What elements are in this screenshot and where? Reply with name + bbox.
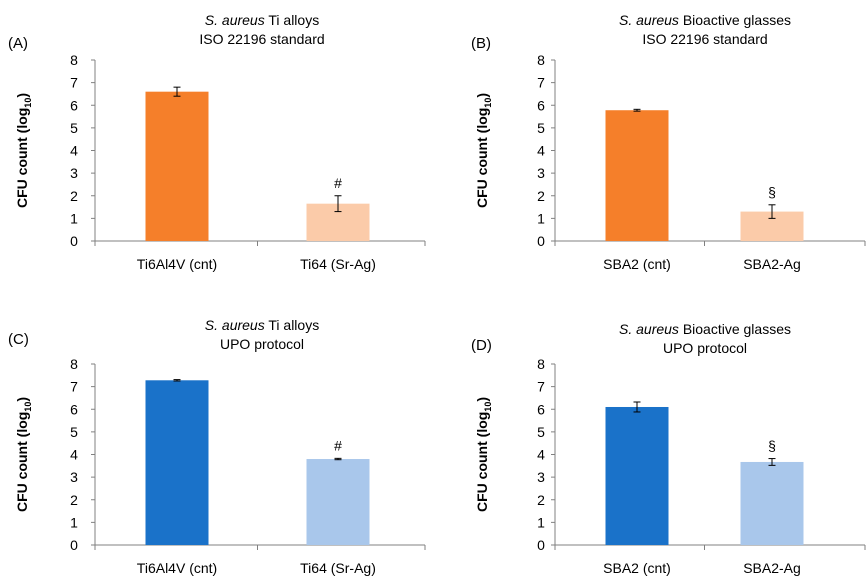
x-tick-label: SBA2 (cnt) (603, 256, 671, 272)
y-tick-label: 6 (70, 401, 78, 417)
x-tick-label: SBA2-Ag (743, 256, 801, 272)
y-tick-label: 3 (70, 165, 78, 181)
x-tick-label: SBA2 (cnt) (603, 560, 671, 576)
chart-subtitle: UPO protocol (663, 340, 747, 356)
error-bar-2 (334, 195, 342, 213)
y-tick-label: 5 (537, 424, 545, 440)
y-tick-label: 5 (70, 120, 78, 136)
y-tick-label: 0 (537, 233, 545, 249)
y-tick-label: 8 (70, 356, 78, 372)
y-tick-label: 4 (70, 447, 78, 463)
y-tick-label: 2 (537, 188, 545, 204)
y-tick-label: 1 (70, 514, 78, 530)
bar-2 (306, 459, 370, 545)
panel-label: (D) (471, 337, 492, 354)
error-bar-1 (173, 379, 181, 382)
chart-subtitle: ISO 22196 standard (642, 31, 767, 47)
chart-subtitle: ISO 22196 standard (199, 31, 324, 47)
chart-panel-4: (D) S. aureus Bioactive glasses UPO protoc… (471, 321, 866, 576)
y-tick-label: 8 (70, 52, 78, 68)
error-bar-2 (768, 204, 776, 219)
x-tick-label: SBA2-Ag (743, 560, 801, 576)
y-tick-label: 2 (70, 492, 78, 508)
y-tick-label: 6 (70, 97, 78, 113)
y-tick-label: 8 (537, 52, 545, 68)
y-tick-label: 5 (537, 120, 545, 136)
chart-panel-3: (C) S. aureus Ti alloys UPO protocol CFU co… (8, 317, 426, 576)
bar-2 (740, 461, 804, 545)
x-tick-label: Ti64 (Sr-Ag) (300, 256, 376, 272)
y-tick-label: 6 (537, 401, 545, 417)
chart-panel-1: (A) S. aureus Ti alloys ISO 22196 standard… (8, 12, 426, 272)
y-tick-label: 7 (537, 379, 545, 395)
significance-marker: # (334, 175, 342, 191)
chart-title: S. aureus Ti alloys (205, 12, 319, 28)
significance-marker: # (334, 437, 342, 453)
y-tick-label: 2 (70, 188, 78, 204)
y-tick-label: 1 (537, 514, 545, 530)
y-axis-label: CFU count (log10) (474, 93, 493, 208)
bar-1 (605, 406, 669, 545)
bar-1 (145, 91, 209, 241)
y-tick-label: 6 (537, 97, 545, 113)
chart-title: S. aureus Ti alloys (205, 317, 319, 333)
panel-label: (C) (8, 331, 29, 348)
chart-title: S. aureus Bioactive glasses (619, 321, 791, 337)
significance-marker: § (768, 438, 776, 454)
chart-panel-2: (B) S. aureus Bioactive glasses ISO 22196 … (471, 12, 866, 272)
y-tick-label: 7 (537, 75, 545, 91)
y-tick-label: 0 (537, 537, 545, 553)
chart-subtitle: UPO protocol (220, 336, 304, 352)
y-tick-label: 0 (70, 537, 78, 553)
x-tick-label: Ti6Al4V (cnt) (137, 560, 217, 576)
x-tick-label: Ti6Al4V (cnt) (137, 256, 217, 272)
panel-label: (B) (471, 35, 491, 52)
y-tick-label: 8 (537, 356, 545, 372)
panel-label: (A) (8, 35, 28, 52)
error-bar-1 (633, 401, 641, 413)
y-tick-label: 4 (537, 143, 545, 159)
bar-1 (605, 110, 669, 241)
y-tick-label: 4 (537, 447, 545, 463)
significance-marker: § (768, 184, 776, 200)
bar-1 (145, 380, 209, 545)
chart-title: S. aureus Bioactive glasses (619, 12, 791, 28)
y-tick-label: 3 (537, 469, 545, 485)
error-bar-1 (173, 86, 181, 97)
x-tick-label: Ti64 (Sr-Ag) (300, 560, 376, 576)
y-tick-label: 7 (70, 75, 78, 91)
y-tick-label: 3 (537, 165, 545, 181)
y-axis-label: CFU count (log10) (474, 397, 493, 512)
y-tick-label: 7 (70, 379, 78, 395)
y-tick-label: 2 (537, 492, 545, 508)
error-bar-2 (334, 457, 342, 461)
y-tick-label: 4 (70, 143, 78, 159)
error-bar-2 (768, 458, 776, 466)
error-bar-1 (633, 108, 641, 112)
y-tick-label: 0 (70, 233, 78, 249)
y-tick-label: 3 (70, 469, 78, 485)
y-tick-label: 1 (537, 210, 545, 226)
y-tick-label: 1 (70, 210, 78, 226)
y-tick-label: 5 (70, 424, 78, 440)
y-axis-label: CFU count (log10) (14, 93, 33, 208)
y-axis-label: CFU count (log10) (14, 397, 33, 512)
